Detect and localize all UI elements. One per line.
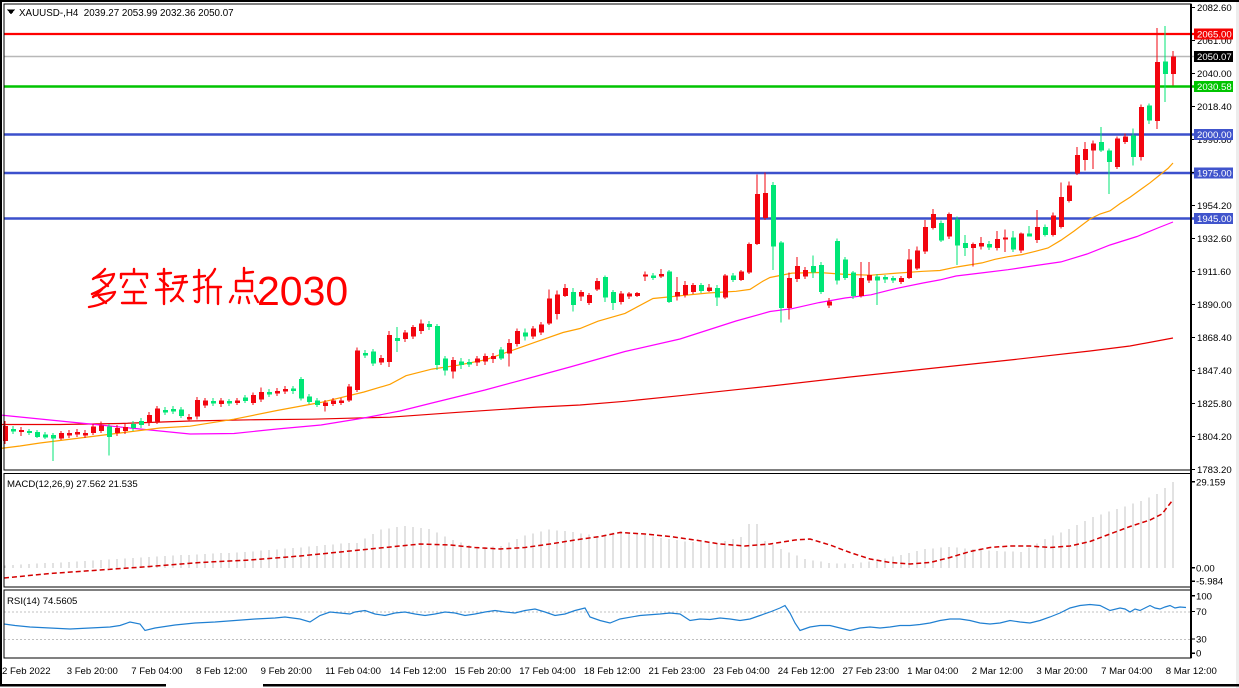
svg-text:29.159: 29.159 [1196, 477, 1225, 488]
svg-text:24 Feb 12:00: 24 Feb 12:00 [778, 666, 835, 677]
svg-text:2030.58: 2030.58 [1197, 82, 1232, 93]
svg-text:2 Mar 12:00: 2 Mar 12:00 [972, 666, 1023, 677]
svg-text:1 Mar 04:00: 1 Mar 04:00 [907, 666, 958, 677]
svg-text:9 Feb 20:00: 9 Feb 20:00 [261, 666, 312, 677]
svg-text:21 Feb 23:00: 21 Feb 23:00 [649, 666, 706, 677]
svg-text:2040.00: 2040.00 [1197, 69, 1232, 80]
svg-text:XAUUSD-,H4 2039.27 2053.99 20: XAUUSD-,H4 2039.27 2053.99 2032.36 2050.… [19, 8, 234, 19]
svg-text:1804.20: 1804.20 [1197, 432, 1232, 443]
svg-text:0: 0 [1196, 649, 1201, 660]
svg-text:1975.00: 1975.00 [1197, 169, 1232, 180]
svg-text:23 Feb 04:00: 23 Feb 04:00 [713, 666, 770, 677]
svg-text:3 Mar 20:00: 3 Mar 20:00 [1036, 666, 1087, 677]
svg-text:1954.20: 1954.20 [1197, 201, 1232, 212]
svg-text:0.00: 0.00 [1196, 563, 1215, 574]
svg-text:2000.00: 2000.00 [1197, 130, 1232, 141]
svg-text:8 Feb 12:00: 8 Feb 12:00 [196, 666, 247, 677]
svg-text:30: 30 [1196, 635, 1207, 646]
svg-text:18 Feb 12:00: 18 Feb 12:00 [584, 666, 641, 677]
svg-text:7 Mar 04:00: 7 Mar 04:00 [1101, 666, 1152, 677]
svg-text:1868.40: 1868.40 [1197, 333, 1232, 344]
svg-text:1945.00: 1945.00 [1197, 214, 1232, 225]
svg-text:MACD(12,26,9) 27.562 21.535: MACD(12,26,9) 27.562 21.535 [7, 479, 138, 490]
svg-text:27 Feb 23:00: 27 Feb 23:00 [843, 666, 900, 677]
svg-text:1825.80: 1825.80 [1197, 399, 1232, 410]
svg-text:100: 100 [1196, 591, 1212, 602]
svg-text:2082.60: 2082.60 [1197, 3, 1232, 14]
svg-text:11 Feb 04:00: 11 Feb 04:00 [325, 666, 381, 677]
svg-text:1847.40: 1847.40 [1197, 366, 1232, 377]
svg-text:2065.00: 2065.00 [1197, 30, 1232, 41]
svg-text:2061.00: 2061.00 [1197, 36, 1232, 47]
svg-text:2018.40: 2018.40 [1197, 102, 1232, 113]
svg-text:2050.07: 2050.07 [1197, 52, 1232, 63]
svg-text:8 Mar 12:00: 8 Mar 12:00 [1166, 666, 1217, 677]
svg-text:1890.00: 1890.00 [1197, 300, 1232, 311]
svg-text:2 Feb 2022: 2 Feb 2022 [2, 666, 51, 677]
svg-text:14 Feb 12:00: 14 Feb 12:00 [390, 666, 447, 677]
svg-text:1932.60: 1932.60 [1197, 234, 1232, 245]
svg-text:RSI(14) 74.5605: RSI(14) 74.5605 [7, 596, 77, 607]
svg-text:1996.80: 1996.80 [1197, 135, 1232, 146]
svg-text:3 Feb 20:00: 3 Feb 20:00 [67, 666, 118, 677]
svg-text:70: 70 [1196, 607, 1207, 618]
svg-text:-5.984: -5.984 [1196, 577, 1224, 588]
svg-text:1783.20: 1783.20 [1197, 465, 1232, 476]
svg-text:17 Feb 04:00: 17 Feb 04:00 [519, 666, 576, 677]
svg-text:2030: 2030 [257, 268, 348, 314]
svg-text:1911.60: 1911.60 [1197, 267, 1231, 278]
svg-text:7 Feb 04:00: 7 Feb 04:00 [131, 666, 182, 677]
svg-text:15 Feb 20:00: 15 Feb 20:00 [455, 666, 512, 677]
